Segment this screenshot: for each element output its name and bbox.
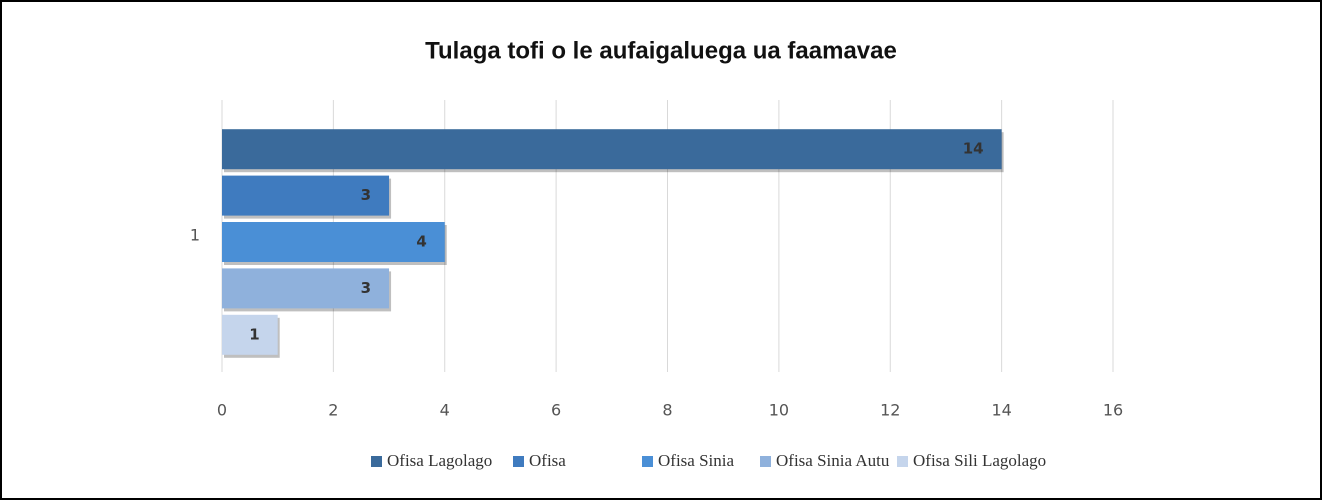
- y-tick-label: 1: [190, 226, 200, 245]
- x-tick-label: 6: [551, 401, 561, 420]
- x-tick-label: 0: [217, 401, 227, 420]
- x-tick-label: 12: [880, 401, 900, 420]
- data-label: 3: [361, 186, 371, 204]
- bar: [222, 222, 445, 262]
- x-tick-label: 14: [991, 401, 1011, 420]
- chart-title: Tulaga tofi o le aufaigaluega ua faamava…: [425, 37, 897, 64]
- bar: [222, 175, 390, 216]
- legend-label: Ofisa: [529, 451, 566, 470]
- legend-swatch: [371, 456, 382, 467]
- x-tick-label: 8: [662, 401, 672, 420]
- x-tick-label: 10: [769, 401, 789, 420]
- legend-swatch: [513, 456, 524, 467]
- legend-label: Ofisa Sinia: [658, 451, 734, 470]
- bar: [222, 314, 278, 355]
- legend-label: Ofisa Lagolago: [387, 451, 492, 470]
- data-label: 14: [963, 140, 984, 158]
- x-tick-label: 16: [1103, 401, 1123, 420]
- legend-label: Ofisa Sinia Autu: [776, 451, 890, 470]
- data-label: 3: [361, 279, 371, 297]
- legend-label: Ofisa Sili Lagolago: [913, 451, 1046, 470]
- legend-swatch: [760, 456, 771, 467]
- data-label: 1: [249, 325, 259, 343]
- bar: [222, 129, 1002, 170]
- bar: [222, 268, 390, 309]
- legend-swatch: [897, 456, 908, 467]
- legend-swatch: [642, 456, 653, 467]
- x-tick-label: 4: [440, 401, 450, 420]
- x-tick-label: 2: [328, 401, 338, 420]
- data-label: 4: [416, 233, 426, 251]
